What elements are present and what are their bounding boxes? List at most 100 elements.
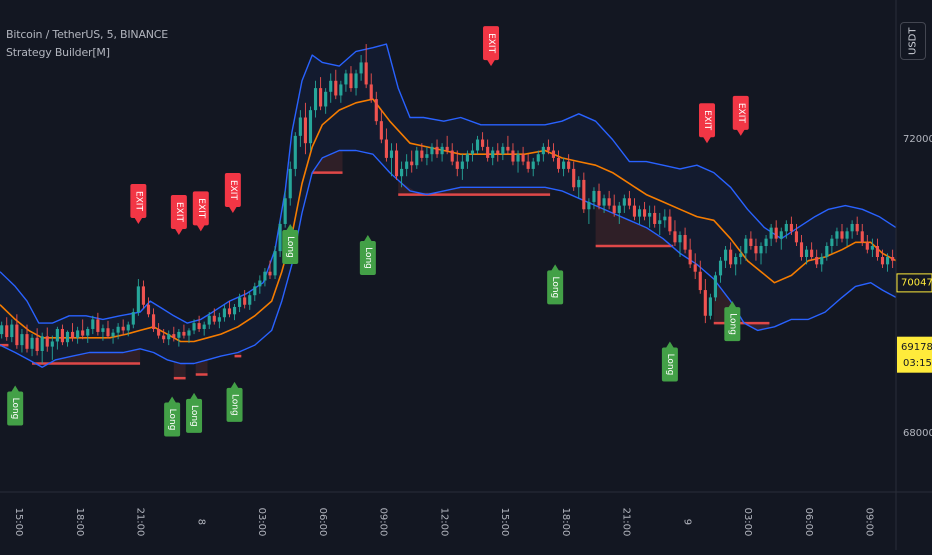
time-tick-1: 18:00 (74, 508, 85, 537)
symbol-title[interactable]: Bitcoin / TetherUS, 5, BINANCE (6, 28, 169, 41)
candle (420, 143, 424, 162)
candle (607, 190, 611, 210)
candle (470, 143, 475, 162)
signals-layer: EXITEXITEXITEXITEXITEXITEXITEXITLongLong… (7, 26, 749, 437)
candle (81, 319, 85, 340)
candle (349, 66, 353, 92)
candle (830, 234, 834, 254)
long-label: Long (727, 313, 737, 335)
exit-label: EXIT (486, 33, 496, 54)
candle (789, 216, 793, 235)
exit-signal-7[interactable]: EXIT (732, 95, 749, 136)
candle (162, 328, 166, 343)
long-label: Long (167, 409, 177, 431)
candle (106, 320, 110, 339)
candle (70, 323, 75, 342)
candle (885, 253, 890, 272)
candle (288, 161, 292, 206)
candle (243, 290, 247, 309)
time-tick-4: 03:00 (256, 508, 267, 537)
candle (698, 260, 702, 294)
band-fill (0, 44, 896, 368)
candle (207, 312, 211, 329)
long-signal-11[interactable]: Long (226, 381, 243, 422)
candle (344, 69, 348, 92)
long-signal-15[interactable]: Long (661, 341, 678, 382)
candle (131, 308, 135, 329)
exit-signal-3[interactable]: EXIT (224, 172, 241, 213)
currency-button[interactable]: USDT (900, 22, 926, 60)
candle (541, 143, 545, 162)
candle (172, 326, 176, 342)
time-tick-8: 15:00 (499, 508, 510, 537)
candle (182, 324, 186, 339)
candle (121, 319, 125, 335)
indicator-title[interactable]: Strategy Builder[M] (6, 46, 110, 59)
yellow-price-box (897, 336, 932, 373)
candle (683, 227, 687, 254)
long-signal-13[interactable]: Long (359, 234, 376, 275)
yellow-price-label: 69178.82 (901, 342, 932, 353)
candle (668, 209, 672, 235)
candle (713, 271, 718, 302)
candle (187, 328, 191, 343)
candle (612, 194, 616, 217)
candle (232, 304, 237, 321)
exit-signal-6[interactable]: EXIT (699, 103, 716, 144)
long-signal-9[interactable]: Long (164, 396, 181, 437)
candle (248, 292, 252, 310)
exit-signal-2[interactable]: EXIT (192, 191, 209, 232)
bands-layer (0, 43, 897, 368)
long-signal-10[interactable]: Long (186, 392, 203, 433)
candle (673, 220, 677, 246)
exit-label: EXIT (133, 191, 143, 212)
exit-signal-5[interactable]: EXIT (483, 26, 500, 67)
candle (136, 279, 140, 316)
candle (703, 279, 707, 324)
stop-shade-5 (312, 150, 343, 173)
candle (55, 326, 59, 350)
candle (653, 205, 657, 228)
time-tick-14: 09:00 (864, 508, 875, 537)
candle (101, 324, 105, 341)
price-axis[interactable]: 72000.0070000.0068000.0070047.6369178.82… (896, 134, 932, 439)
candle (764, 234, 768, 254)
exit-signal-0[interactable]: EXIT (130, 183, 147, 224)
time-tick-11: 9 (681, 519, 692, 525)
candle (374, 91, 378, 125)
long-signal-12[interactable]: Long (282, 223, 299, 264)
candle (20, 328, 24, 353)
candle (481, 132, 485, 151)
candle (410, 150, 414, 173)
time-tick-13: 06:00 (803, 508, 814, 537)
candle (440, 143, 444, 162)
candle (40, 332, 44, 364)
time-tick-3: 8 (195, 519, 206, 525)
candle (76, 326, 80, 344)
candle (369, 73, 373, 103)
candle (850, 220, 854, 239)
long-label: Long (230, 394, 240, 416)
candle (308, 106, 313, 151)
exit-label: EXIT (174, 202, 184, 223)
candle (116, 323, 120, 340)
candle (663, 209, 667, 228)
candle (794, 223, 799, 246)
exit-signal-1[interactable]: EXIT (170, 194, 187, 235)
long-signal-8[interactable]: Long (7, 385, 24, 426)
candle (632, 198, 637, 221)
long-signal-14[interactable]: Long (547, 264, 564, 305)
candle (643, 201, 647, 221)
candle (445, 135, 449, 155)
candle (496, 143, 500, 162)
candle (253, 282, 257, 302)
long-label: Long (665, 354, 675, 376)
candle (815, 249, 819, 269)
basis-line (0, 98, 897, 343)
candle (521, 146, 525, 166)
candle (334, 69, 338, 100)
candle (400, 161, 404, 188)
candle (303, 102, 307, 155)
time-axis[interactable]: 15:00 18:00 21:00 8 03:00 06:00 09:00 12:00 15:0… (13, 508, 874, 537)
long-signal-16[interactable]: Long (724, 301, 741, 342)
